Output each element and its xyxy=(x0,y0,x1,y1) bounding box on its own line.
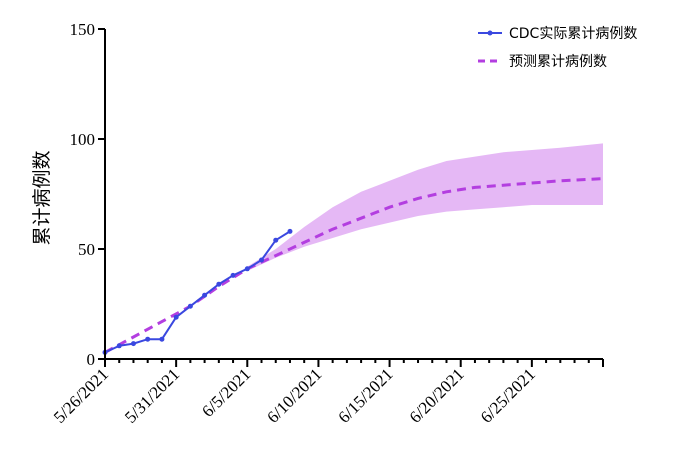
legend-marker-actual xyxy=(487,30,493,36)
actual-data-point xyxy=(287,228,293,234)
x-tick-label: 6/5/2021 xyxy=(198,365,254,421)
y-tick-label: 100 xyxy=(70,130,96,149)
x-tick-label: 6/25/2021 xyxy=(477,365,539,427)
y-tick-label: 0 xyxy=(87,350,96,369)
y-tick-label: 150 xyxy=(70,20,96,39)
legend-label-actual: CDC实际累计病例数 xyxy=(509,26,637,42)
actual-data-point xyxy=(116,343,122,349)
actual-series-line xyxy=(104,230,291,354)
actual-data-point xyxy=(130,341,136,347)
actual-data-point xyxy=(244,266,250,272)
y-axis-label: 累计病例数 xyxy=(31,150,53,245)
x-tick-label: 5/26/2021 xyxy=(50,365,112,427)
x-tick-label: 5/31/2021 xyxy=(121,365,183,427)
legend-label-predicted: 预测累计病例数 xyxy=(509,54,607,70)
actual-data-point xyxy=(259,257,265,263)
actual-data-point xyxy=(145,336,151,342)
y-tick-label: 50 xyxy=(78,240,95,259)
actual-data-point xyxy=(230,272,236,278)
prediction-interval-band xyxy=(247,143,604,271)
legend-item-predicted: 预测累计病例数 xyxy=(478,54,607,70)
actual-data-point xyxy=(159,336,165,342)
actual-data-point xyxy=(187,303,193,309)
actual-data-point xyxy=(202,292,208,298)
actual-data-point xyxy=(273,237,279,243)
legend-item-actual: CDC实际累计病例数 xyxy=(478,26,637,42)
legend: CDC实际累计病例数 预测累计病例数 xyxy=(478,26,637,70)
prediction-interval-band-layer xyxy=(247,143,604,271)
x-tick-label: 6/20/2021 xyxy=(406,365,468,427)
actual-data-point xyxy=(173,314,179,320)
x-tick-label: 6/15/2021 xyxy=(334,365,396,427)
x-tick-label: 6/10/2021 xyxy=(263,365,325,427)
series-layer xyxy=(102,177,604,355)
actual-data-point xyxy=(216,281,222,287)
axes-layer xyxy=(104,29,603,360)
